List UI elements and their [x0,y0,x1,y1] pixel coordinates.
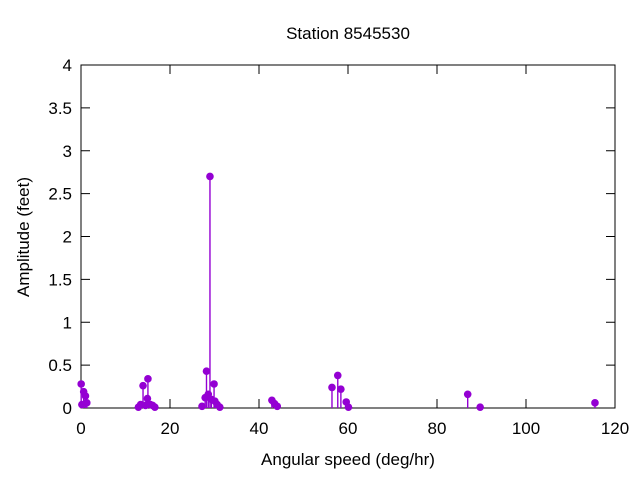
data-point [202,367,211,375]
y-tick-label: 3 [63,142,72,161]
x-axis-label: Angular speed (deg/hr) [261,450,435,469]
y-tick-label: 1 [63,313,72,332]
plot-border [80,64,616,409]
y-tick-label: 0.5 [48,356,72,375]
data-point [273,402,282,411]
x-tick-label: 60 [339,419,358,438]
x-tick-label: 20 [161,419,180,438]
x-tick-label: 0 [76,419,85,438]
data-point [333,371,342,380]
data-point [463,390,472,399]
data-point [591,399,599,407]
data-point [82,399,91,407]
y-tick-label: 3.5 [48,99,72,118]
data-point [198,402,206,411]
x-tick-label: 100 [512,419,540,438]
x-tick-label: 80 [428,419,447,438]
data-point [344,403,353,411]
y-tick-label: 2.5 [48,185,72,204]
y-tick-label: 4 [63,56,72,75]
chart-title: Station 8545530 [286,24,410,43]
data-point [144,375,152,383]
y-tick-label: 1.5 [48,270,72,289]
data-point [206,172,214,181]
y-tick-label: 0 [63,399,72,418]
data-point [476,403,484,411]
y-tick-label: 2 [63,228,72,247]
x-tick-label: 120 [601,419,629,438]
data-point [139,381,147,390]
data-point [328,383,336,392]
data-point [81,392,90,400]
data-point [216,403,224,411]
data-point [151,403,159,411]
data-point [337,385,345,393]
data-point [210,380,218,388]
data-point [77,380,85,388]
x-tick-label: 40 [250,419,269,438]
